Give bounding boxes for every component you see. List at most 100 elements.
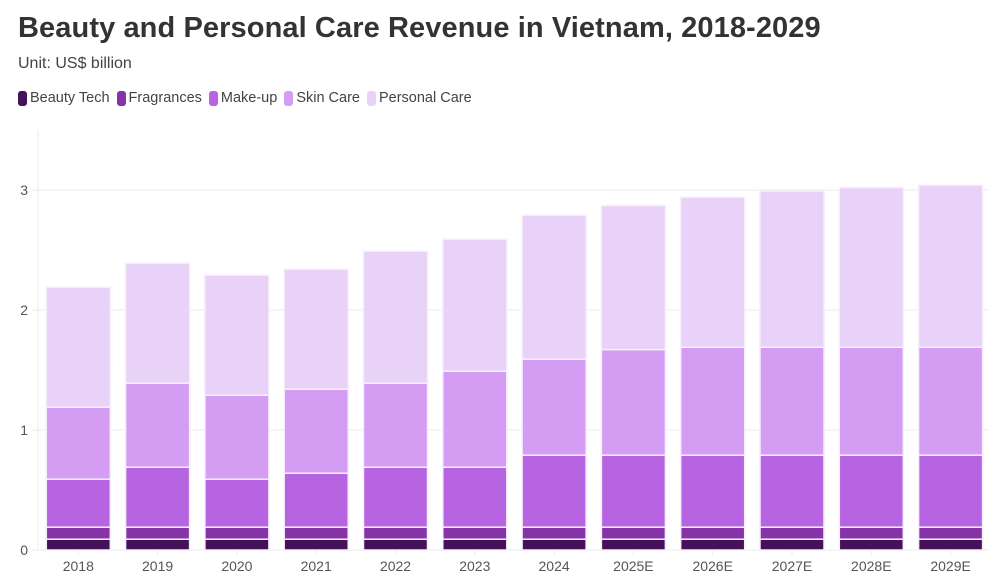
bar-segment-make-up-2020[interactable]	[204, 478, 270, 528]
bar-segment-make-up-2018[interactable]	[45, 478, 112, 528]
bar-group-2028e	[838, 186, 905, 551]
bar-segment-fragrances-2023[interactable]	[442, 526, 508, 540]
bar-segment-personal-care-2028e[interactable]	[838, 186, 905, 348]
y-tick-label: 0	[20, 542, 28, 558]
bar-segment-skin-care-2029e[interactable]	[917, 346, 984, 456]
bar-segment-make-up-2026e[interactable]	[679, 454, 746, 528]
legend-swatch	[284, 90, 294, 106]
x-axis-labels: 2018 2019 2020 2021 2022 2023 2024 2025E 2026E 20…	[63, 558, 971, 574]
y-tick-label: 2	[20, 302, 28, 318]
y-tick-label: 3	[20, 182, 28, 198]
legend-label: Beauty Tech	[30, 90, 110, 106]
bar-segment-beauty-tech-2021[interactable]	[283, 538, 349, 551]
bar-segment-skin-care-2019[interactable]	[124, 382, 191, 468]
bar-segment-make-up-2025e[interactable]	[600, 454, 667, 528]
bar-segment-skin-care-2021[interactable]	[283, 388, 349, 474]
bar-segment-beauty-tech-2026e[interactable]	[679, 538, 746, 551]
bar-segment-fragrances-2026e[interactable]	[679, 526, 746, 540]
legend-item-fragrances[interactable]: Fragrances	[116, 90, 202, 106]
bar-segment-fragrances-2019[interactable]	[124, 526, 191, 540]
axes	[32, 130, 989, 555]
bar-segment-beauty-tech-2029e[interactable]	[917, 538, 984, 551]
x-tick-label: 2018	[63, 558, 94, 574]
bar-segment-skin-care-2026e[interactable]	[679, 346, 746, 456]
bar-segment-make-up-2029e[interactable]	[917, 454, 984, 528]
bar-segment-fragrances-2025e[interactable]	[600, 526, 667, 540]
x-tick-label: 2022	[380, 558, 411, 574]
bar-segment-skin-care-2025e[interactable]	[600, 348, 667, 456]
bar-segment-fragrances-2018[interactable]	[45, 526, 112, 540]
bar-segment-fragrances-2027e[interactable]	[759, 526, 825, 540]
bar-segment-beauty-tech-2024[interactable]	[521, 538, 587, 551]
legend-item-make-up[interactable]: Make-up	[208, 90, 278, 106]
y-axis-labels: 0 1 2 3	[20, 182, 28, 558]
bar-segment-personal-care-2019[interactable]	[124, 262, 191, 384]
bar-segment-beauty-tech-2025e[interactable]	[600, 538, 667, 551]
legend-swatch	[208, 90, 218, 106]
legend-swatch	[18, 90, 27, 106]
bar-segment-make-up-2022[interactable]	[362, 466, 429, 528]
bar-group-2029e	[917, 184, 984, 551]
bar-group-2021	[283, 268, 349, 551]
legend: Beauty Tech Fragrances Make-up Skin Care Per…	[18, 90, 472, 106]
bar-segment-fragrances-2020[interactable]	[204, 526, 270, 540]
bar-segment-make-up-2027e[interactable]	[759, 454, 825, 528]
bar-segment-fragrances-2024[interactable]	[521, 526, 587, 540]
bar-group-2018	[45, 286, 112, 551]
bar-segment-personal-care-2022[interactable]	[362, 250, 429, 384]
x-tick-label: 2028E	[851, 558, 891, 574]
bar-segment-personal-care-2021[interactable]	[283, 268, 349, 390]
bar-segment-fragrances-2022[interactable]	[362, 526, 429, 540]
bar-group-2023	[442, 238, 508, 551]
bar-segment-skin-care-2027e[interactable]	[759, 346, 825, 456]
bar-group-2019	[124, 262, 191, 551]
bar-group-2025e	[600, 204, 667, 551]
x-tick-label: 2026E	[692, 558, 732, 574]
bar-segment-personal-care-2029e[interactable]	[917, 184, 984, 348]
bar-segment-fragrances-2028e[interactable]	[838, 526, 905, 540]
legend-label: Skin Care	[296, 90, 360, 106]
bar-group-2027e	[759, 190, 825, 551]
bar-segment-personal-care-2018[interactable]	[45, 286, 112, 408]
legend-item-skin-care[interactable]: Skin Care	[284, 90, 360, 106]
bar-segment-fragrances-2021[interactable]	[283, 526, 349, 540]
bar-segment-make-up-2024[interactable]	[521, 454, 587, 528]
legend-item-beauty-tech[interactable]: Beauty Tech	[18, 90, 110, 106]
bar-segment-personal-care-2020[interactable]	[204, 274, 270, 396]
bar-segment-make-up-2023[interactable]	[442, 466, 508, 528]
chart-subtitle: Unit: US$ billion	[18, 55, 132, 72]
bar-segment-skin-care-2022[interactable]	[362, 382, 429, 468]
bar-segment-beauty-tech-2028e[interactable]	[838, 538, 905, 551]
x-tick-label: 2027E	[772, 558, 812, 574]
bar-segment-skin-care-2020[interactable]	[204, 394, 270, 480]
bar-segment-skin-care-2028e[interactable]	[838, 346, 905, 456]
legend-label: Make-up	[220, 90, 278, 106]
bar-segment-make-up-2028e[interactable]	[838, 454, 905, 528]
x-tick-label: 2024	[539, 558, 570, 574]
bar-segment-personal-care-2025e[interactable]	[600, 204, 667, 351]
bar-segment-personal-care-2023[interactable]	[442, 238, 508, 372]
bar-segment-beauty-tech-2022[interactable]	[362, 538, 429, 551]
bar-segment-personal-care-2026e[interactable]	[679, 196, 746, 348]
bar-segment-beauty-tech-2027e[interactable]	[759, 538, 825, 551]
x-tick-label: 2023	[459, 558, 490, 574]
bar-segment-beauty-tech-2019[interactable]	[124, 538, 191, 551]
bar-segment-beauty-tech-2023[interactable]	[442, 538, 508, 551]
bar-segment-personal-care-2024[interactable]	[521, 214, 587, 360]
bar-segment-beauty-tech-2018[interactable]	[45, 538, 112, 551]
legend-label: Personal Care	[378, 90, 472, 106]
x-tick-label: 2025E	[613, 558, 653, 574]
bar-segment-skin-care-2023[interactable]	[442, 370, 508, 468]
bar-segment-skin-care-2018[interactable]	[45, 406, 112, 480]
legend-swatch	[116, 90, 126, 106]
legend-label: Fragrances	[128, 90, 202, 106]
bar-segment-skin-care-2024[interactable]	[521, 358, 587, 456]
bar-segment-personal-care-2027e[interactable]	[759, 190, 825, 348]
x-tick-label: 2021	[301, 558, 332, 574]
bar-segment-make-up-2019[interactable]	[124, 466, 191, 528]
legend-item-personal-care[interactable]: Personal Care	[366, 90, 472, 106]
bar-segment-fragrances-2029e[interactable]	[917, 526, 984, 540]
bar-segment-beauty-tech-2020[interactable]	[204, 538, 270, 551]
bar-segment-make-up-2021[interactable]	[283, 472, 349, 528]
